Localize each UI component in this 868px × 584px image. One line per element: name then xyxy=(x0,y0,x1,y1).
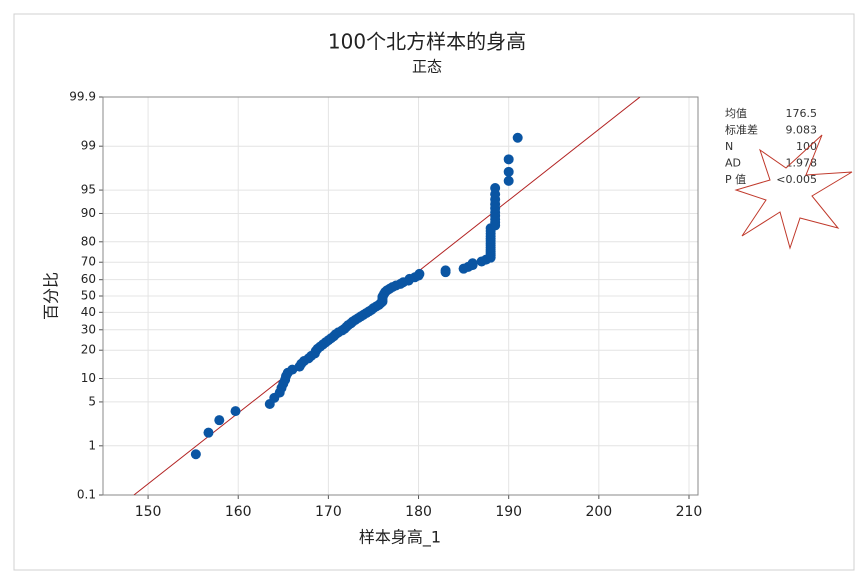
stat-label: 标准差 xyxy=(725,123,758,137)
y-tick-label: 5 xyxy=(88,394,96,408)
callout-star xyxy=(734,134,853,250)
y-tick-label: 60 xyxy=(81,272,96,286)
x-tick-label: 160 xyxy=(225,504,252,520)
data-point xyxy=(440,265,451,276)
y-tick-label: 99.9 xyxy=(69,90,96,104)
x-tick-label: 190 xyxy=(495,504,522,520)
data-point xyxy=(512,132,523,143)
data-point xyxy=(503,175,514,186)
y-axis-label: 百分比 xyxy=(42,272,61,320)
stat-value: <0.005 xyxy=(776,173,817,186)
stat-label: N xyxy=(725,140,733,153)
data-point xyxy=(203,427,214,438)
stat-value: 176.5 xyxy=(786,107,818,120)
x-tick-label: 180 xyxy=(405,504,432,520)
y-tick-label: 95 xyxy=(81,183,96,197)
plot-frame xyxy=(102,96,699,496)
y-tick-label: 80 xyxy=(81,234,96,248)
y-tick-label: 30 xyxy=(81,322,96,336)
data-point xyxy=(490,183,501,194)
chart-subtitle: 正态 xyxy=(412,58,442,76)
y-tick-label: 20 xyxy=(81,343,96,357)
y-tick-label: 50 xyxy=(81,289,96,303)
x-tick-label: 170 xyxy=(315,504,342,520)
y-tick-label: 99 xyxy=(81,139,96,153)
data-point xyxy=(467,258,478,269)
data-point xyxy=(190,449,201,460)
y-tick-label: 40 xyxy=(81,305,96,319)
y-tick-label: 0.1 xyxy=(77,488,96,502)
data-point xyxy=(503,166,514,177)
x-tick-label: 200 xyxy=(585,504,612,520)
stat-label: AD xyxy=(725,157,741,170)
data-point xyxy=(414,268,425,279)
y-tick-label: 70 xyxy=(81,255,96,269)
x-tick-label: 210 xyxy=(676,504,703,520)
chart-title: 100个北方样本的身高 xyxy=(328,30,526,54)
chart-frame xyxy=(13,13,855,571)
data-point xyxy=(230,406,241,417)
y-tick-label: 90 xyxy=(81,206,96,220)
x-tick-label: 150 xyxy=(135,504,162,520)
y-tick-label: 1 xyxy=(88,438,96,452)
stat-value: 100 xyxy=(796,140,817,153)
x-axis-label: 样本身高_1 xyxy=(359,528,441,548)
stat-value: 9.083 xyxy=(786,124,818,137)
stat-label: 均值 xyxy=(725,107,747,120)
stat-label: P 值 xyxy=(725,173,746,186)
y-tick-label: 10 xyxy=(81,371,96,385)
data-point xyxy=(214,415,225,426)
data-point xyxy=(503,154,514,165)
